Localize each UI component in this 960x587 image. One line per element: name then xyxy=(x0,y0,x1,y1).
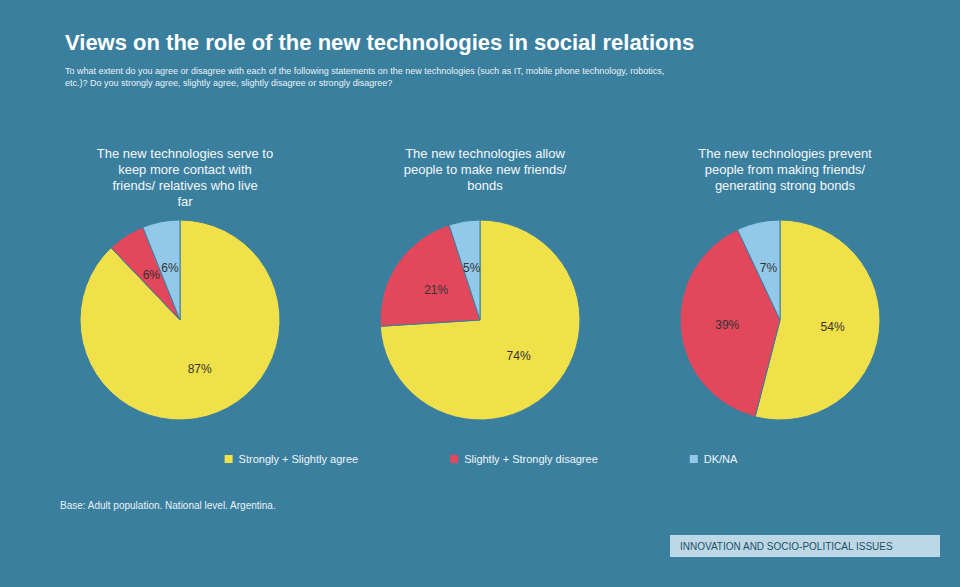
svg-text:Strongly + Slightly agree: Strongly + Slightly agree xyxy=(239,453,359,465)
svg-text:The new technologies allow: The new technologies allow xyxy=(405,146,565,161)
svg-text:friends/ relatives who live: friends/ relatives who live xyxy=(112,178,257,193)
svg-text:far: far xyxy=(177,194,193,209)
svg-text:54%: 54% xyxy=(821,320,845,334)
svg-text:keep more contact with: keep more contact with xyxy=(118,162,252,177)
svg-text:DK/NA: DK/NA xyxy=(704,453,738,465)
svg-text:87%: 87% xyxy=(188,362,212,376)
svg-text:The new technologies prevent: The new technologies prevent xyxy=(698,146,872,161)
svg-text:74%: 74% xyxy=(507,349,531,363)
svg-text:6%: 6% xyxy=(161,261,179,275)
svg-text:The new technologies serve to: The new technologies serve to xyxy=(97,146,273,161)
svg-text:people to make new friends/: people to make new friends/ xyxy=(404,162,567,177)
svg-text:21%: 21% xyxy=(424,283,448,297)
svg-text:Slightly + Strongly disagree: Slightly + Strongly disagree xyxy=(464,453,598,465)
svg-text:6%: 6% xyxy=(143,268,161,282)
svg-text:Base: Adult population. Nation: Base: Adult population. National level. … xyxy=(60,500,276,511)
svg-text:generating strong bonds: generating strong bonds xyxy=(715,178,856,193)
svg-text:39%: 39% xyxy=(715,318,739,332)
svg-text:bonds: bonds xyxy=(467,178,503,193)
svg-text:INNOVATION AND SOCIO-POLITICAL: INNOVATION AND SOCIO-POLITICAL ISSUES xyxy=(680,541,893,552)
svg-text:5%: 5% xyxy=(463,261,481,275)
svg-text:Views on the role of the new t: Views on the role of the new technologie… xyxy=(65,30,694,55)
svg-text:7%: 7% xyxy=(760,261,778,275)
svg-text:people from making friends/: people from making friends/ xyxy=(705,162,866,177)
svg-text:etc.)? Do you strongly agree,: etc.)? Do you strongly agree, slightly a… xyxy=(65,78,392,88)
svg-text:To what extent do you agree or: To what extent do you agree or disagree … xyxy=(65,66,664,76)
